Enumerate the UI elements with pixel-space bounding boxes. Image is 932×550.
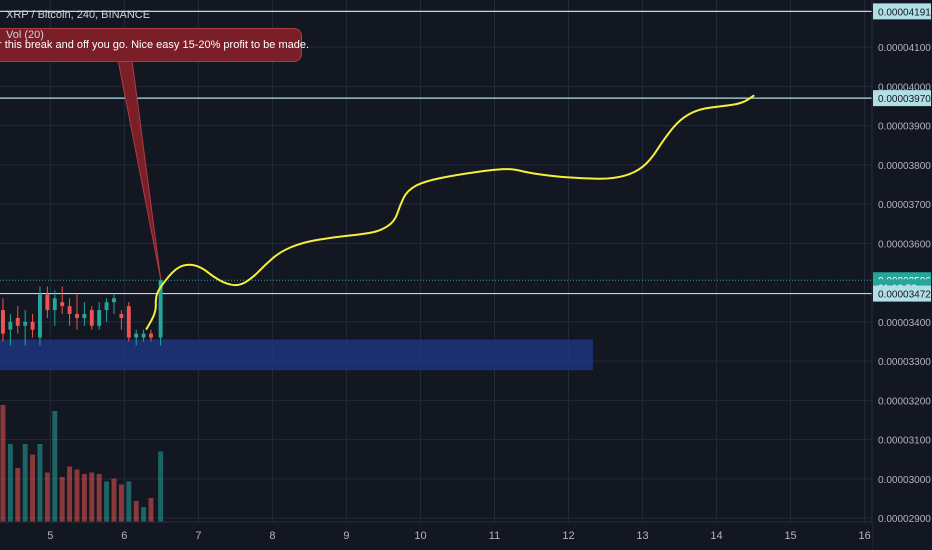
candle-body bbox=[23, 321, 28, 326]
time-tick-label: 12 bbox=[562, 530, 574, 542]
price-tick-label: 0.00003000 bbox=[878, 475, 931, 486]
volume-bar bbox=[148, 498, 154, 522]
price-tick-label: 0.00003900 bbox=[878, 122, 931, 133]
horizontal-lines bbox=[0, 10, 872, 295]
callout-text: r this break and off you go. Nice easy 1… bbox=[0, 39, 310, 51]
volume-bar bbox=[81, 474, 87, 522]
price-tick-label: 0.00003300 bbox=[878, 357, 931, 368]
time-tick-label: 5 bbox=[47, 530, 53, 542]
price-tick-label: 0.00004100 bbox=[878, 43, 931, 54]
time-tick-label: 7 bbox=[195, 530, 201, 542]
price-axis: 0.00004100 0.00004000 0.00003900 0.00003800… bbox=[871, 0, 932, 550]
candlesticks bbox=[0, 278, 163, 346]
time-tick-label: 8 bbox=[269, 530, 275, 542]
time-tick-label: 10 bbox=[414, 530, 426, 542]
volume-bar bbox=[141, 507, 147, 522]
price-label-bg bbox=[873, 3, 931, 20]
candle-body bbox=[52, 298, 57, 311]
price-tick-label: 0.00003700 bbox=[878, 200, 931, 211]
time-tick-label: 14 bbox=[710, 530, 722, 542]
candle-body bbox=[97, 310, 102, 326]
price-label: 0.00003472 bbox=[878, 290, 931, 301]
candle-body bbox=[82, 313, 87, 318]
volume-bar bbox=[89, 472, 95, 522]
price-label: 0.00003970 bbox=[878, 94, 931, 105]
volume-bar bbox=[15, 468, 21, 522]
volume-bar bbox=[104, 481, 110, 522]
time-tick-label: 11 bbox=[489, 530, 500, 542]
candle-body bbox=[149, 333, 153, 338]
callout-box[interactable] bbox=[0, 28, 302, 62]
symbol-title: XRP / Bitcoin, 240, BINANCE bbox=[6, 9, 151, 21]
support-zone-rect bbox=[0, 339, 593, 371]
volume-bars bbox=[0, 405, 164, 522]
candle-body bbox=[112, 298, 116, 303]
price-tick-label: 0.00003600 bbox=[878, 239, 931, 250]
candle-body bbox=[134, 333, 139, 338]
candle-body bbox=[89, 310, 94, 326]
volume-bar bbox=[22, 444, 28, 522]
candle-body bbox=[141, 333, 146, 338]
price-label-bg bbox=[873, 90, 931, 107]
volume-bar bbox=[96, 474, 102, 522]
volume-bar bbox=[158, 451, 164, 522]
candle-body bbox=[60, 302, 65, 307]
time-axis-bg bbox=[0, 522, 872, 550]
volume-bar bbox=[37, 444, 43, 522]
price-tick-label: 0.00003100 bbox=[878, 436, 931, 447]
volume-bar bbox=[7, 444, 13, 522]
volume-bar bbox=[0, 405, 6, 522]
volume-bar bbox=[67, 466, 73, 522]
candle-body bbox=[126, 306, 131, 338]
candle-body bbox=[15, 317, 20, 326]
volume-bar bbox=[111, 478, 117, 522]
price-tick-label: 0.00002900 bbox=[878, 514, 931, 525]
price-tick-label: 0.00004000 bbox=[878, 82, 931, 93]
candle-body bbox=[104, 302, 109, 311]
candle-body bbox=[119, 313, 124, 318]
volume-bar bbox=[74, 469, 80, 522]
price-label-bg bbox=[873, 285, 931, 302]
price-tick-label: 0.00003800 bbox=[878, 161, 931, 172]
time-tick-label: 15 bbox=[784, 530, 796, 542]
time-axis: 5 6 7 8 9 10 11 12 13 14 15 16 bbox=[0, 521, 872, 550]
price-label: 0.00004191 bbox=[878, 7, 931, 18]
volume-bar bbox=[59, 477, 65, 522]
candle-body bbox=[0, 310, 5, 334]
projection-curve bbox=[145, 94, 755, 330]
volume-bar bbox=[133, 501, 139, 522]
price-tick-label: 0.00003400 bbox=[878, 318, 931, 329]
candle-body bbox=[67, 306, 72, 314]
time-tick-label: 16 bbox=[858, 530, 870, 542]
projection-drawing bbox=[145, 94, 755, 330]
time-tick-label: 6 bbox=[121, 530, 127, 542]
candle-body bbox=[75, 313, 79, 318]
candle-body bbox=[38, 294, 42, 338]
support-zone bbox=[0, 339, 593, 371]
candle-body bbox=[8, 321, 13, 330]
volume-bar bbox=[44, 472, 50, 522]
price-tick-label: 0.00003200 bbox=[878, 396, 931, 407]
candle-body bbox=[158, 280, 163, 338]
candle-body bbox=[30, 321, 35, 330]
candle-body bbox=[45, 294, 50, 311]
volume-bar bbox=[126, 481, 132, 522]
volume-bar bbox=[30, 454, 36, 522]
time-tick-label: 9 bbox=[343, 530, 349, 542]
volume-bar bbox=[118, 484, 124, 522]
volume-indicator-label: Vol (20) bbox=[6, 29, 44, 41]
volume-bar bbox=[52, 411, 58, 522]
time-tick-label: 13 bbox=[636, 530, 648, 542]
